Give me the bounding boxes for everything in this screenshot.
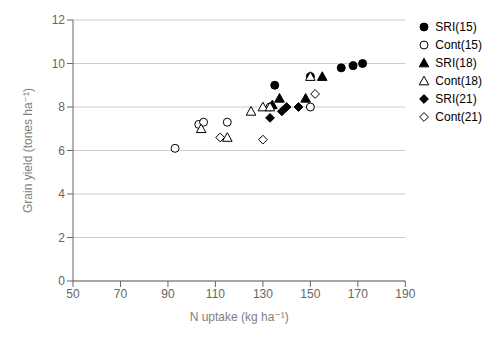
svg-text:8: 8 (58, 100, 65, 114)
svg-text:Grain yield (tones ha⁻¹): Grain yield (tones ha⁻¹) (21, 88, 35, 213)
html-text:Cont(18): Cont(18) (435, 74, 482, 88)
svg-text:0: 0 (58, 274, 65, 288)
svg-text:130: 130 (253, 287, 273, 301)
html-text:SRI(15): SRI(15) (435, 20, 477, 34)
svg-text:2: 2 (58, 231, 65, 245)
html-text:SRI(18): SRI(18) (435, 56, 477, 70)
svg-text:12: 12 (52, 13, 66, 27)
svg-text:70: 70 (114, 287, 128, 301)
html-text:Cont(21): Cont(21) (435, 110, 482, 124)
svg-text:10: 10 (52, 57, 66, 71)
svg-text:170: 170 (348, 287, 368, 301)
svg-text:110: 110 (206, 287, 225, 301)
svg-text:N uptake (kg ha⁻¹): N uptake (kg ha⁻¹) (190, 310, 289, 324)
svg-text:50: 50 (66, 287, 80, 301)
svg-text:6: 6 (58, 144, 65, 158)
svg-text:90: 90 (161, 287, 175, 301)
svg-text:4: 4 (58, 187, 65, 201)
svg-text:150: 150 (300, 287, 320, 301)
svg-text:190: 190 (395, 287, 415, 301)
html-text:SRI(21): SRI(21) (435, 92, 477, 106)
html-text:Cont(15): Cont(15) (435, 38, 482, 52)
